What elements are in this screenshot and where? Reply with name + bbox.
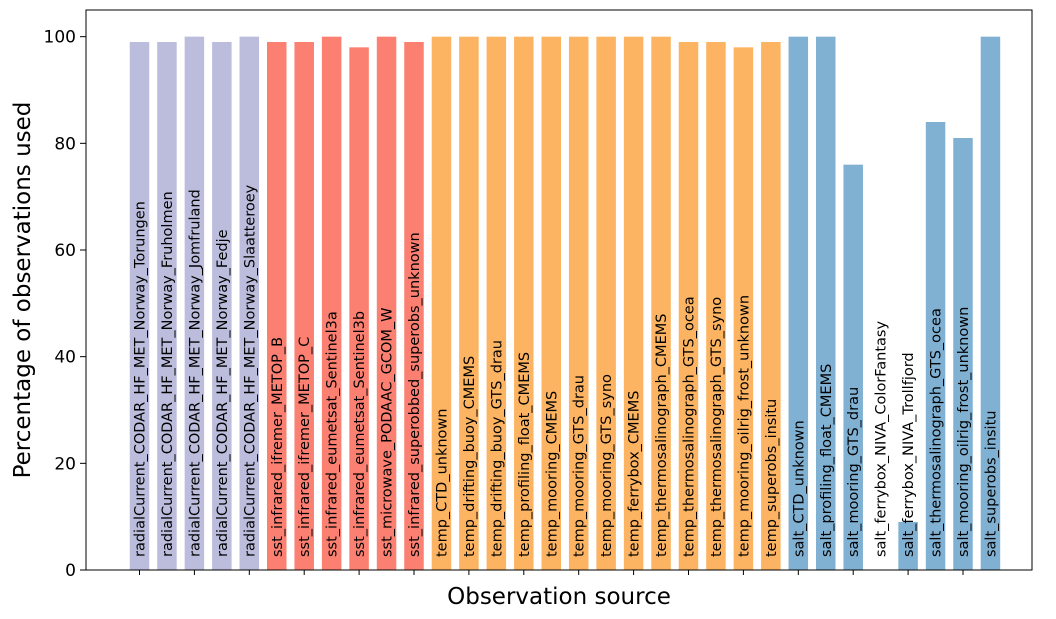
bar-label-temp_thermosalinograph_GTS_ocea: temp_thermosalinograph_GTS_ocea: [682, 296, 698, 557]
bar-label-temp_thermosalinograph_CMEMS: temp_thermosalinograph_CMEMS: [654, 314, 670, 557]
bar-temp_ferrybox_CMEMS: [623, 36, 644, 570]
bar-label-radialCurrent_CODAR_HF_MET_Norway_Fruholmen: radialCurrent_CODAR_HF_MET_Norway_Fruhol…: [160, 191, 176, 557]
bar-label-radialCurrent_CODAR_HF_MET_Norway_Torungen: radialCurrent_CODAR_HF_MET_Norway_Torung…: [133, 201, 149, 557]
bar-radialCurrent_CODAR_HF_MET_Norway_Jomfruland: [184, 36, 205, 570]
bars-layer: [129, 36, 1001, 571]
bar-temp_mooring_oilrig_frost_unknown: [733, 47, 754, 571]
bar-temp_mooring_GTS_syno: [596, 36, 616, 570]
bar-temp_profiling_float_CMEMS: [514, 36, 534, 570]
bar-label-salt_profiling_float_CMEMS: salt_profiling_float_CMEMS: [819, 364, 835, 557]
bar-label-salt_CTD_unknown: salt_CTD_unknown: [791, 420, 807, 557]
y-tick-label-40: 40: [54, 348, 76, 368]
bar-label-radialCurrent_CODAR_HF_MET_Norway_Slaatteroey: radialCurrent_CODAR_HF_MET_Norway_Slaatt…: [242, 184, 258, 557]
bar-label-sst_infrared_ifremer_METOP_C: sst_infrared_ifremer_METOP_C: [297, 337, 313, 557]
bar-label-temp_drifting_buoy_GTS_drau: temp_drifting_buoy_GTS_drau: [489, 340, 505, 557]
y-tick-label-0: 0: [65, 561, 76, 581]
bar-temp_drifting_buoy_GTS_drau: [486, 36, 507, 570]
bar-label-salt_superobs_insitu: salt_superobs_insitu: [983, 411, 999, 557]
bar-temp_thermosalinograph_CMEMS: [651, 36, 671, 570]
bar-label-sst_infrared_eumetsat_Sentinel3a: sst_infrared_eumetsat_Sentinel3a: [325, 311, 341, 557]
x-axis: [139, 570, 964, 575]
y-tick-label-80: 80: [54, 134, 76, 154]
bar-salt_profiling_float_CMEMS: [816, 36, 836, 570]
bar-radialCurrent_CODAR_HF_MET_Norway_Fruholmen: [157, 42, 177, 570]
bar-label-temp_mooring_CMEMS: temp_mooring_CMEMS: [544, 391, 560, 557]
bar-label-temp_mooring_oilrig_frost_unknown: temp_mooring_oilrig_frost_unknown: [736, 295, 752, 557]
bar-sst_infrared_ifremer_METOP_B: [267, 42, 287, 570]
bar-temp_CTD_unknown: [431, 36, 452, 570]
bar-radialCurrent_CODAR_HF_MET_Norway_Fedje: [212, 42, 232, 570]
bar-label-temp_CTD_unknown: temp_CTD_unknown: [434, 409, 450, 557]
y-tick-label-100: 100: [44, 28, 76, 48]
bar-salt_mooring_oilrig_frost_unknown: [953, 138, 973, 570]
y-tick-label-60: 60: [54, 241, 76, 261]
bar-label-sst_infrared_eumetsat_Sentinel3b: sst_infrared_eumetsat_Sentinel3b: [352, 311, 368, 557]
bar-temp_thermosalinograph_GTS_syno: [706, 42, 726, 570]
bar-label-salt_ferrybox_NIVA_Trollfjord: salt_ferrybox_NIVA_Trollfjord: [901, 352, 917, 557]
bar-label-salt_thermosalinograph_GTS_ocea: salt_thermosalinograph_GTS_ocea: [929, 308, 945, 557]
bar-label-sst_infrared_superobbed_superobs_unknown: sst_infrared_superobbed_superobs_unknown: [407, 232, 423, 557]
bar-temp_mooring_GTS_drau: [568, 36, 589, 570]
bar-label-salt_mooring_oilrig_frost_unknown: salt_mooring_oilrig_frost_unknown: [956, 307, 972, 557]
bar-radialCurrent_CODAR_HF_MET_Norway_Slaatteroey: [239, 36, 260, 570]
bar-label-temp_mooring_GTS_syno: temp_mooring_GTS_syno: [599, 374, 615, 557]
bar-sst_infrared_eumetsat_Sentinel3a: [321, 36, 342, 570]
y-axis-title: Percentage of observations used: [10, 102, 36, 479]
y-axis: 0 20 40 60 80 100: [44, 28, 86, 581]
bar-label-temp_superobs_insitu: temp_superobs_insitu: [764, 399, 780, 557]
bar-label-temp_drifting_buoy_CMEMS: temp_drifting_buoy_CMEMS: [462, 356, 478, 557]
bar-temp_thermosalinograph_GTS_ocea: [678, 42, 699, 570]
bar-label-temp_ferrybox_CMEMS: temp_ferrybox_CMEMS: [627, 391, 643, 557]
bar-sst_microwave_PODAAC_GCOM_W: [376, 36, 397, 570]
bar-label-salt_mooring_GTS_drau: salt_mooring_GTS_drau: [846, 387, 862, 557]
bar-sst_infrared_eumetsat_Sentinel3b: [349, 47, 369, 571]
bar-salt_superobs_insitu: [980, 36, 1001, 570]
bar-salt_ferrybox_NIVA_Trollfjord: [898, 522, 918, 570]
x-axis-title: Observation source: [447, 584, 671, 610]
bar-label-temp_thermosalinograph_GTS_syno: temp_thermosalinograph_GTS_syno: [709, 297, 725, 557]
y-tick-label-20: 20: [54, 454, 76, 474]
bar-temp_drifting_buoy_CMEMS: [459, 36, 479, 570]
bar-temp_mooring_CMEMS: [541, 36, 561, 570]
bar-label-temp_mooring_GTS_drau: temp_mooring_GTS_drau: [572, 375, 588, 557]
bar-label-radialCurrent_CODAR_HF_MET_Norway_Jomfruland: radialCurrent_CODAR_HF_MET_Norway_Jomfru…: [187, 189, 203, 557]
bar-label-salt_ferrybox_NIVA_ColorFantasy: salt_ferrybox_NIVA_ColorFantasy: [874, 321, 890, 557]
bar-label-sst_infrared_ifremer_METOP_B: sst_infrared_ifremer_METOP_B: [270, 337, 286, 557]
bar-salt_CTD_unknown: [788, 36, 809, 570]
bar-salt_mooring_GTS_drau: [843, 164, 863, 570]
bar-sst_infrared_superobbed_superobs_unknown: [404, 42, 424, 570]
bar-salt_thermosalinograph_GTS_ocea: [925, 122, 946, 570]
bar-label-sst_microwave_PODAAC_GCOM_W: sst_microwave_PODAAC_GCOM_W: [380, 308, 396, 557]
plot-area-frame: [85, 9, 1033, 571]
bar-labels-layer: radialCurrent_CODAR_HF_MET_Norway_Torung…: [133, 184, 1000, 557]
bar-radialCurrent_CODAR_HF_MET_Norway_Torungen: [129, 42, 150, 570]
bar-label-temp_profiling_float_CMEMS: temp_profiling_float_CMEMS: [517, 352, 533, 557]
bar-sst_infrared_ifremer_METOP_C: [294, 42, 314, 570]
bar-temp_superobs_insitu: [761, 42, 781, 570]
bar-label-radialCurrent_CODAR_HF_MET_Norway_Fedje: radialCurrent_CODAR_HF_MET_Norway_Fedje: [215, 229, 231, 557]
